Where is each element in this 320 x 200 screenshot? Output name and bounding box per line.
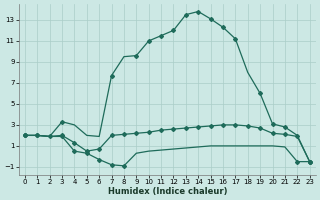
X-axis label: Humidex (Indice chaleur): Humidex (Indice chaleur) xyxy=(108,187,227,196)
